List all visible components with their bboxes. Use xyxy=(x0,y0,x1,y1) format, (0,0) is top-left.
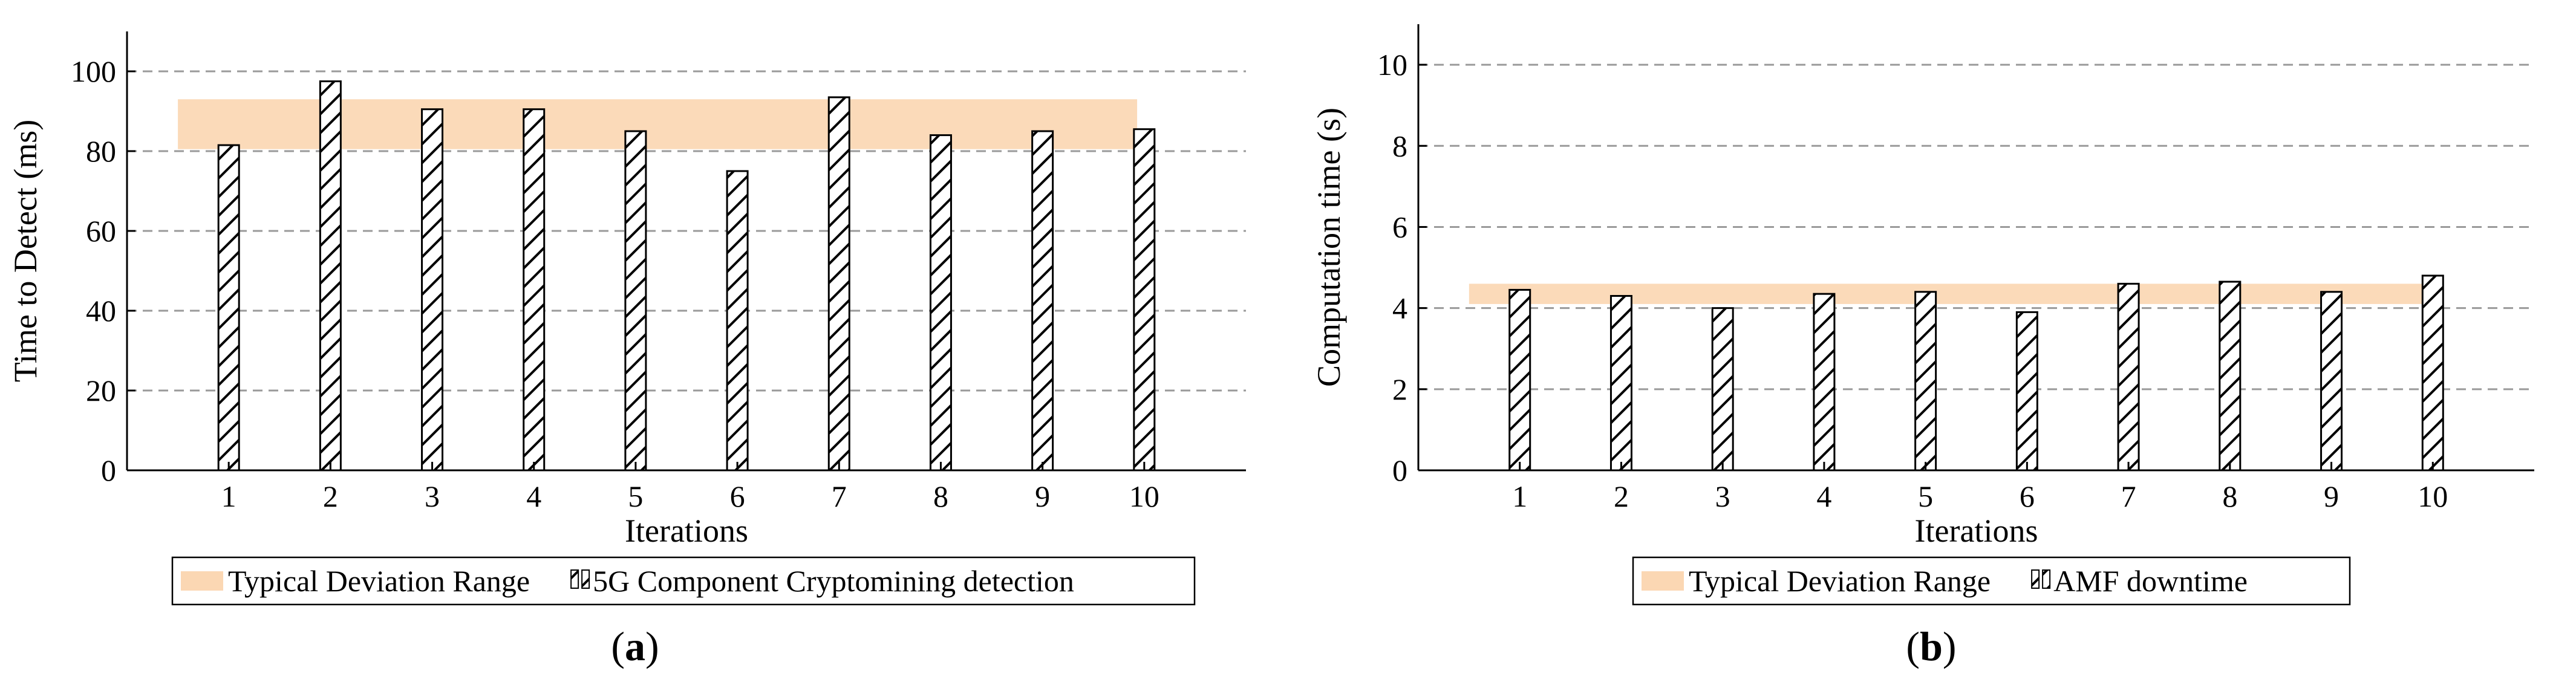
y-tick-label: 100 xyxy=(71,54,116,88)
bar-iteration-2 xyxy=(319,80,342,472)
panel-caption: (a) xyxy=(611,623,659,669)
x-tick-label: 10 xyxy=(2418,479,2448,513)
x-tick-label: 1 xyxy=(1512,479,1527,513)
legend-swatch-bar xyxy=(2042,569,2051,589)
y-tick-label: 10 xyxy=(1377,48,1407,82)
x-tick-label: 9 xyxy=(1035,479,1050,513)
x-tick-label: 9 xyxy=(2324,479,2339,513)
y-tick-label: 2 xyxy=(1392,372,1407,406)
caption-letter: a xyxy=(625,623,645,669)
x-tick-label: 7 xyxy=(2121,479,2136,513)
bar-iteration-8 xyxy=(2219,280,2242,472)
bar-iteration-10 xyxy=(1133,128,1156,472)
bar-iteration-10 xyxy=(2421,274,2444,472)
legend: Typical Deviation Range AMF downtime xyxy=(1632,556,2351,606)
legend-swatch-band xyxy=(181,571,223,591)
y-axis-label: Computation time (s) xyxy=(1311,108,1347,387)
caption-paren-open: ( xyxy=(611,623,625,669)
legend: Typical Deviation Range 5G Component Cryp… xyxy=(171,556,1196,606)
bar-iteration-2 xyxy=(1609,295,1632,472)
bar-iteration-7 xyxy=(2117,282,2140,472)
bar-iteration-9 xyxy=(2320,291,2343,472)
legend-label-series: AMF downtime xyxy=(2053,564,2248,598)
caption-paren-close: ) xyxy=(645,623,659,669)
bar-iteration-7 xyxy=(827,96,850,472)
caption-paren-open: ( xyxy=(1906,623,1920,669)
legend-label-band: Typical Deviation Range xyxy=(1689,564,1991,598)
x-tick-label: 6 xyxy=(730,479,745,513)
bar-iteration-4 xyxy=(523,108,546,472)
x-tick-label: 8 xyxy=(933,479,948,513)
legend-swatch-bar xyxy=(581,569,590,589)
legend-swatch-bar xyxy=(2031,569,2040,589)
bar-iteration-8 xyxy=(929,134,952,472)
bar-iteration-1 xyxy=(217,144,240,472)
y-tick-label: 60 xyxy=(86,214,116,248)
y-tick-label: 0 xyxy=(1392,453,1407,487)
x-tick-label: 1 xyxy=(221,479,236,513)
legend-label-band: Typical Deviation Range xyxy=(228,564,530,598)
x-tick-label: 2 xyxy=(323,479,338,513)
caption-letter: b xyxy=(1920,623,1943,669)
bar-iteration-3 xyxy=(1711,307,1734,472)
panel-caption: (b) xyxy=(1906,623,1956,669)
x-tick-label: 5 xyxy=(1918,479,1933,513)
bar-iteration-1 xyxy=(1508,288,1531,472)
bar-iteration-4 xyxy=(1813,293,1836,472)
legend-box xyxy=(1632,556,2351,606)
legend-label-series: 5G Component Cryptomining detection xyxy=(593,564,1074,598)
x-axis-label: Iterations xyxy=(625,513,748,549)
y-tick-label: 8 xyxy=(1392,129,1407,163)
x-tick-label: 4 xyxy=(526,479,541,513)
y-axis-label: Time to Detect (ms) xyxy=(7,120,44,382)
x-axis-label: Iterations xyxy=(1915,513,2038,549)
y-tick-label: 20 xyxy=(86,374,116,407)
x-tick-label: 7 xyxy=(832,479,847,513)
bar-iteration-6 xyxy=(726,170,749,472)
bar-iteration-9 xyxy=(1031,130,1054,472)
x-tick-label: 3 xyxy=(1715,479,1730,513)
x-tick-label: 10 xyxy=(1129,479,1159,513)
x-tick-label: 3 xyxy=(425,479,440,513)
bar-iteration-5 xyxy=(1914,291,1937,472)
x-tick-label: 8 xyxy=(2222,479,2237,513)
y-tick-label: 6 xyxy=(1392,210,1407,244)
legend-swatch-band xyxy=(1642,571,1684,591)
x-tick-label: 4 xyxy=(1816,479,1831,513)
bar-iteration-3 xyxy=(421,108,444,472)
legend-box xyxy=(171,556,1196,606)
caption-paren-close: ) xyxy=(1943,623,1957,669)
x-tick-label: 6 xyxy=(2020,479,2035,513)
legend-swatch-bar xyxy=(570,569,579,589)
y-tick-label: 80 xyxy=(86,134,116,168)
y-tick-label: 4 xyxy=(1392,291,1407,325)
bar-iteration-6 xyxy=(2015,311,2038,472)
y-tick-label: 0 xyxy=(101,453,116,487)
x-tick-label: 5 xyxy=(628,479,643,513)
y-tick-label: 40 xyxy=(86,294,116,328)
chart-panel-a: 0 20 40 60 80 100 1 2 3 4 5 6 7 8 9 10 Iterations Time to… xyxy=(7,31,1246,669)
bar-iteration-5 xyxy=(624,130,647,472)
x-tick-label: 2 xyxy=(1614,479,1629,513)
